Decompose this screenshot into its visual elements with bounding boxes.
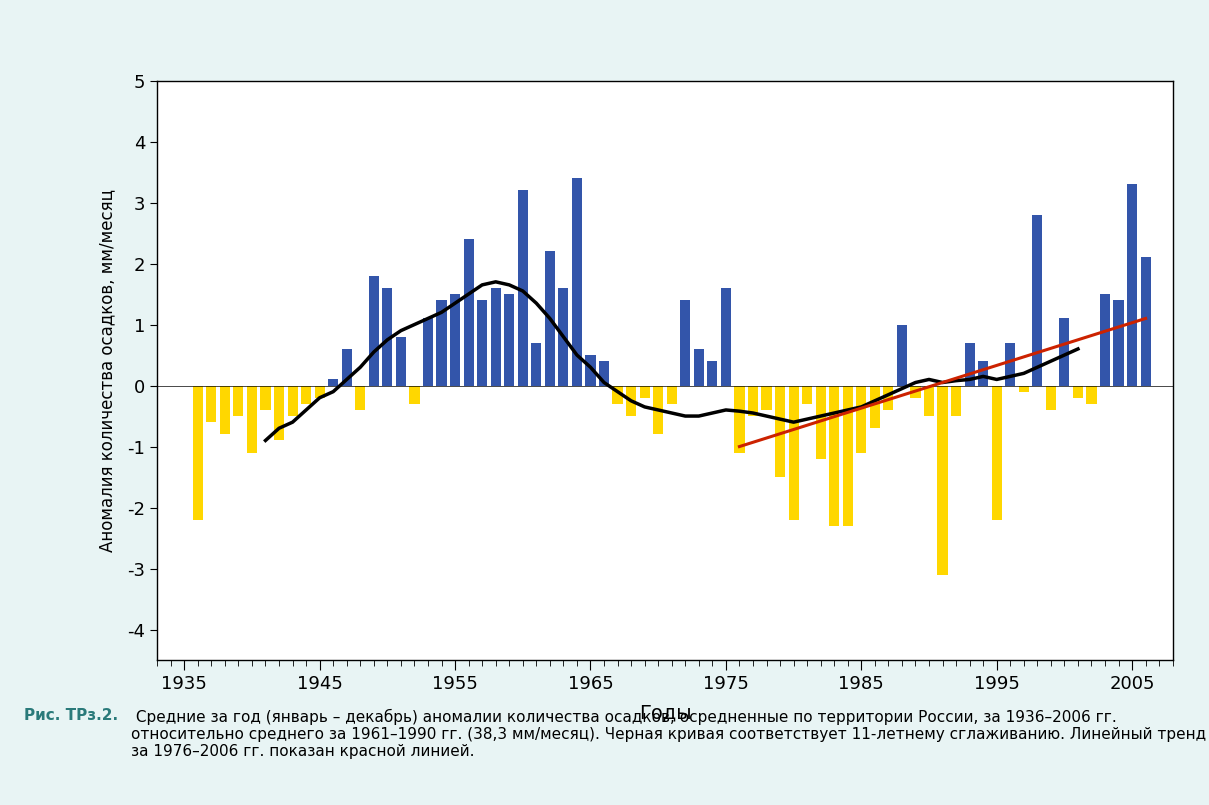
Bar — [613, 386, 623, 404]
Bar — [328, 379, 339, 386]
Bar — [965, 343, 974, 386]
Bar — [775, 386, 785, 477]
Bar — [491, 288, 501, 386]
Bar — [559, 288, 568, 386]
Bar — [1140, 258, 1151, 386]
Bar — [653, 386, 664, 435]
Bar — [545, 251, 555, 386]
Bar — [504, 294, 514, 386]
Bar — [207, 386, 216, 422]
Bar — [450, 294, 461, 386]
Bar — [666, 386, 677, 404]
Bar — [843, 386, 852, 526]
Bar — [1072, 386, 1083, 398]
Bar — [640, 386, 649, 398]
Bar — [220, 386, 230, 435]
Bar — [762, 386, 771, 410]
Bar — [1059, 319, 1070, 386]
Bar — [897, 324, 907, 386]
Bar — [937, 386, 948, 575]
Bar — [355, 386, 365, 410]
Bar — [802, 386, 812, 404]
Bar — [247, 386, 258, 452]
Bar — [395, 336, 406, 386]
Bar — [301, 386, 311, 404]
Bar — [531, 343, 542, 386]
Bar — [436, 300, 446, 386]
X-axis label: Годы: Годы — [638, 704, 692, 723]
Bar — [192, 386, 203, 520]
Bar — [260, 386, 271, 410]
Bar — [748, 386, 758, 416]
Bar — [233, 386, 243, 416]
Bar — [626, 386, 636, 416]
Bar — [314, 386, 325, 398]
Bar — [1113, 300, 1123, 386]
Bar — [721, 288, 731, 386]
Bar — [1032, 215, 1042, 386]
Bar — [463, 239, 474, 386]
Bar — [991, 386, 1002, 520]
Bar — [1046, 386, 1055, 410]
Bar — [681, 300, 690, 386]
Bar — [734, 386, 745, 452]
Bar — [274, 386, 284, 440]
Text: Рис. ТРз.2.: Рис. ТРз.2. — [24, 708, 118, 724]
Bar — [423, 319, 433, 386]
Bar — [910, 386, 920, 398]
Bar — [478, 300, 487, 386]
Bar — [1087, 386, 1097, 404]
Bar — [869, 386, 880, 428]
Y-axis label: Аномалия количества осадков, мм/месяц: Аномалия количества осадков, мм/месяц — [98, 189, 116, 551]
Bar — [856, 386, 867, 452]
Bar — [924, 386, 935, 416]
Bar — [788, 386, 799, 520]
Bar — [829, 386, 839, 526]
Bar — [884, 386, 893, 410]
Bar — [694, 349, 704, 386]
Bar — [288, 386, 297, 416]
Bar — [1100, 294, 1110, 386]
Bar — [382, 288, 393, 386]
Bar — [369, 276, 378, 386]
Bar — [517, 190, 528, 386]
Bar — [1019, 386, 1029, 392]
Bar — [410, 386, 420, 404]
Bar — [707, 361, 717, 386]
Bar — [978, 361, 988, 386]
Bar — [572, 178, 582, 386]
Text: Средние за год (январь – декабрь) аномалии количества осадков, осредненные по те: Средние за год (январь – декабрь) аномал… — [131, 708, 1205, 759]
Bar — [585, 355, 596, 386]
Bar — [816, 386, 826, 459]
Bar — [1127, 184, 1138, 386]
Bar — [1005, 343, 1016, 386]
Bar — [342, 349, 352, 386]
Bar — [951, 386, 961, 416]
Bar — [598, 361, 609, 386]
